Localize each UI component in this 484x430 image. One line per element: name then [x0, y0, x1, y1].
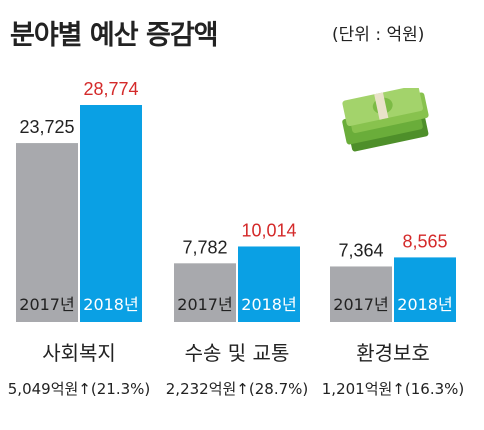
money-stack-icon — [342, 88, 429, 152]
value-label-2017-1: 23,725 — [19, 117, 74, 137]
bar-2018-1 — [80, 105, 142, 322]
change-label-1: 5,049억원↑(21.3%) — [8, 380, 150, 398]
value-label-2017-2: 7,782 — [182, 237, 227, 257]
series-label-2018-2: 2018년 — [241, 295, 296, 314]
bar-2017-2 — [174, 263, 236, 322]
value-label-2018-2: 10,014 — [241, 220, 296, 240]
change-label-2: 2,232억원↑(28.7%) — [166, 380, 308, 398]
value-label-2018-1: 28,774 — [83, 79, 138, 99]
bar-2018-2 — [238, 246, 300, 322]
chart-title: 분야별 예산 증감액 — [10, 20, 219, 51]
category-label-1: 사회복지 — [42, 341, 116, 365]
change-label-3: 1,201억원↑(16.3%) — [322, 380, 464, 398]
bar-2017-1 — [16, 143, 78, 322]
value-label-2018-3: 8,565 — [402, 231, 447, 251]
series-label-2017-1: 2017년 — [19, 295, 74, 314]
category-label-3: 환경보호 — [356, 341, 430, 365]
value-label-2017-3: 7,364 — [338, 240, 383, 260]
series-label-2017-3: 2017년 — [333, 295, 388, 314]
bar-2018-3 — [394, 257, 456, 322]
series-label-2018-3: 2018년 — [397, 295, 452, 314]
series-label-2018-1: 2018년 — [83, 295, 138, 314]
unit-label: (단위 : 억원) — [332, 25, 425, 45]
category-label-2: 수송 및 교통 — [185, 341, 290, 365]
series-label-2017-2: 2017년 — [177, 295, 232, 314]
bar-2017-3 — [330, 266, 392, 322]
